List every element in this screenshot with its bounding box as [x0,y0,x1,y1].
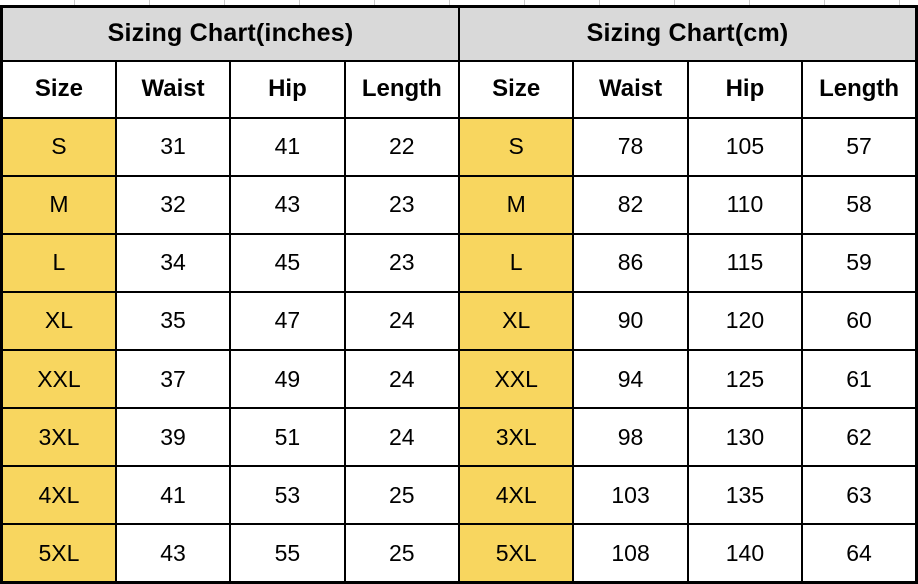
value-cell-hip-inches: 47 [229,290,346,352]
value-cell-waist-inches: 41 [114,465,232,526]
column-header-waist-inches: Waist [114,59,232,119]
table-row: M 32 43 23 M 82 110 58 [0,174,918,235]
value-cell-length-cm: 61 [801,348,918,410]
column-header-hip-cm: Hip [686,59,804,119]
value-cell-hip-cm: 130 [686,407,804,468]
value-cell-waist-inches: 34 [114,232,232,293]
column-header-size-cm: Size [457,59,575,119]
value-cell-length-inches: 25 [343,465,461,526]
value-cell-hip-inches: 45 [229,232,346,293]
size-cell-inches: 4XL [0,465,117,526]
value-cell-waist-inches: 43 [114,523,232,584]
table-row: XXL 37 49 24 XXL 94 125 61 [0,348,918,410]
value-cell-waist-cm: 103 [572,465,689,526]
spreadsheet-gridline-strip [0,0,918,5]
table-title-cm: Sizing Chart(cm) [458,5,918,62]
table-row: 4XL 41 53 25 4XL 103 135 63 [0,465,918,526]
value-cell-length-cm: 63 [801,465,918,526]
value-cell-hip-cm: 135 [686,465,804,526]
value-cell-hip-cm: 140 [686,523,804,584]
column-header-length-cm: Length [801,59,918,119]
value-cell-length-inches: 24 [343,290,461,352]
value-cell-waist-cm: 86 [572,232,689,293]
value-cell-hip-inches: 55 [229,523,346,584]
value-cell-waist-cm: 98 [572,407,689,468]
value-cell-length-cm: 62 [801,407,918,468]
table-row: L 34 45 23 L 86 115 59 [0,232,918,293]
size-cell-inches: XL [0,290,117,352]
value-cell-length-inches: 24 [343,348,461,410]
size-cell-cm: S [457,116,575,177]
size-cell-inches: XXL [0,348,117,410]
size-cell-cm: XL [457,290,575,352]
value-cell-hip-cm: 105 [686,116,804,177]
value-cell-hip-cm: 115 [686,232,804,293]
table-row: XL 35 47 24 XL 90 120 60 [0,290,918,352]
table-row: S 31 41 22 S 78 105 57 [0,116,918,177]
value-cell-length-cm: 64 [801,523,918,584]
value-cell-waist-cm: 108 [572,523,689,584]
value-cell-length-inches: 25 [343,523,461,584]
size-cell-cm: M [457,174,575,235]
value-cell-hip-inches: 51 [229,407,346,468]
value-cell-waist-cm: 78 [572,116,689,177]
size-cell-inches: M [0,174,117,235]
value-cell-waist-cm: 82 [572,174,689,235]
size-cell-cm: XXL [457,348,575,410]
size-cell-cm: 5XL [457,523,575,584]
size-cell-inches: L [0,232,117,293]
value-cell-hip-inches: 49 [229,348,346,410]
size-cell-inches: 5XL [0,523,117,584]
size-cell-cm: 4XL [457,465,575,526]
value-cell-hip-inches: 41 [229,116,346,177]
column-header-row: Size Waist Hip Length Size Waist Hip Length [0,59,918,119]
value-cell-hip-inches: 43 [229,174,346,235]
value-cell-waist-cm: 94 [572,348,689,410]
value-cell-hip-cm: 110 [686,174,804,235]
table-title-inches: Sizing Chart(inches) [0,5,460,62]
value-cell-length-cm: 60 [801,290,918,352]
title-row: Sizing Chart(inches) Sizing Chart(cm) [0,5,918,62]
value-cell-length-inches: 24 [343,407,461,468]
value-cell-hip-cm: 120 [686,290,804,352]
value-cell-length-cm: 59 [801,232,918,293]
column-header-hip-inches: Hip [229,59,346,119]
value-cell-waist-cm: 90 [572,290,689,352]
value-cell-length-inches: 22 [343,116,461,177]
value-cell-waist-inches: 39 [114,407,232,468]
column-header-waist-cm: Waist [572,59,689,119]
column-header-size-inches: Size [0,59,117,119]
value-cell-waist-inches: 35 [114,290,232,352]
size-cell-cm: L [457,232,575,293]
value-cell-length-cm: 57 [801,116,918,177]
value-cell-waist-inches: 37 [114,348,232,410]
value-cell-length-inches: 23 [343,232,461,293]
size-cell-inches: 3XL [0,407,117,468]
value-cell-hip-cm: 125 [686,348,804,410]
column-header-length-inches: Length [343,59,461,119]
table-row: 3XL 39 51 24 3XL 98 130 62 [0,407,918,468]
value-cell-length-inches: 23 [343,174,461,235]
value-cell-waist-inches: 31 [114,116,232,177]
value-cell-length-cm: 58 [801,174,918,235]
table-row: 5XL 43 55 25 5XL 108 140 64 [0,523,918,584]
sizing-table: Sizing Chart(inches) Sizing Chart(cm) Si… [0,5,918,584]
size-cell-inches: S [0,116,117,177]
value-cell-waist-inches: 32 [114,174,232,235]
size-cell-cm: 3XL [457,407,575,468]
value-cell-hip-inches: 53 [229,465,346,526]
